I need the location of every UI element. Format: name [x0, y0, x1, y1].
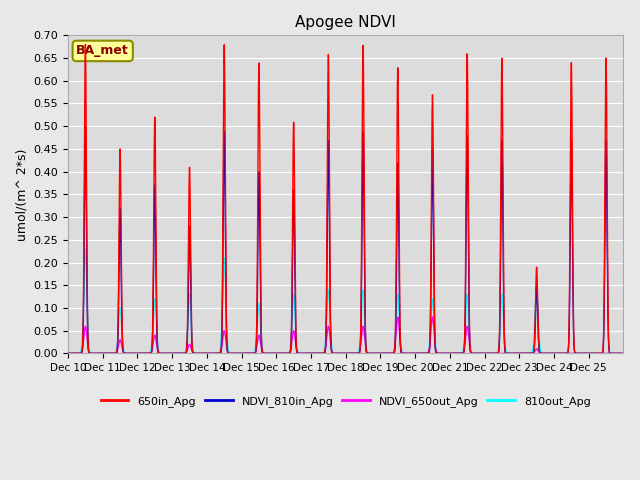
- Legend: 650in_Apg, NDVI_810in_Apg, NDVI_650out_Apg, 810out_Apg: 650in_Apg, NDVI_810in_Apg, NDVI_650out_A…: [96, 392, 595, 411]
- Y-axis label: umol/(m^ 2*s): umol/(m^ 2*s): [15, 148, 28, 240]
- Text: BA_met: BA_met: [76, 45, 129, 58]
- Title: Apogee NDVI: Apogee NDVI: [295, 15, 396, 30]
